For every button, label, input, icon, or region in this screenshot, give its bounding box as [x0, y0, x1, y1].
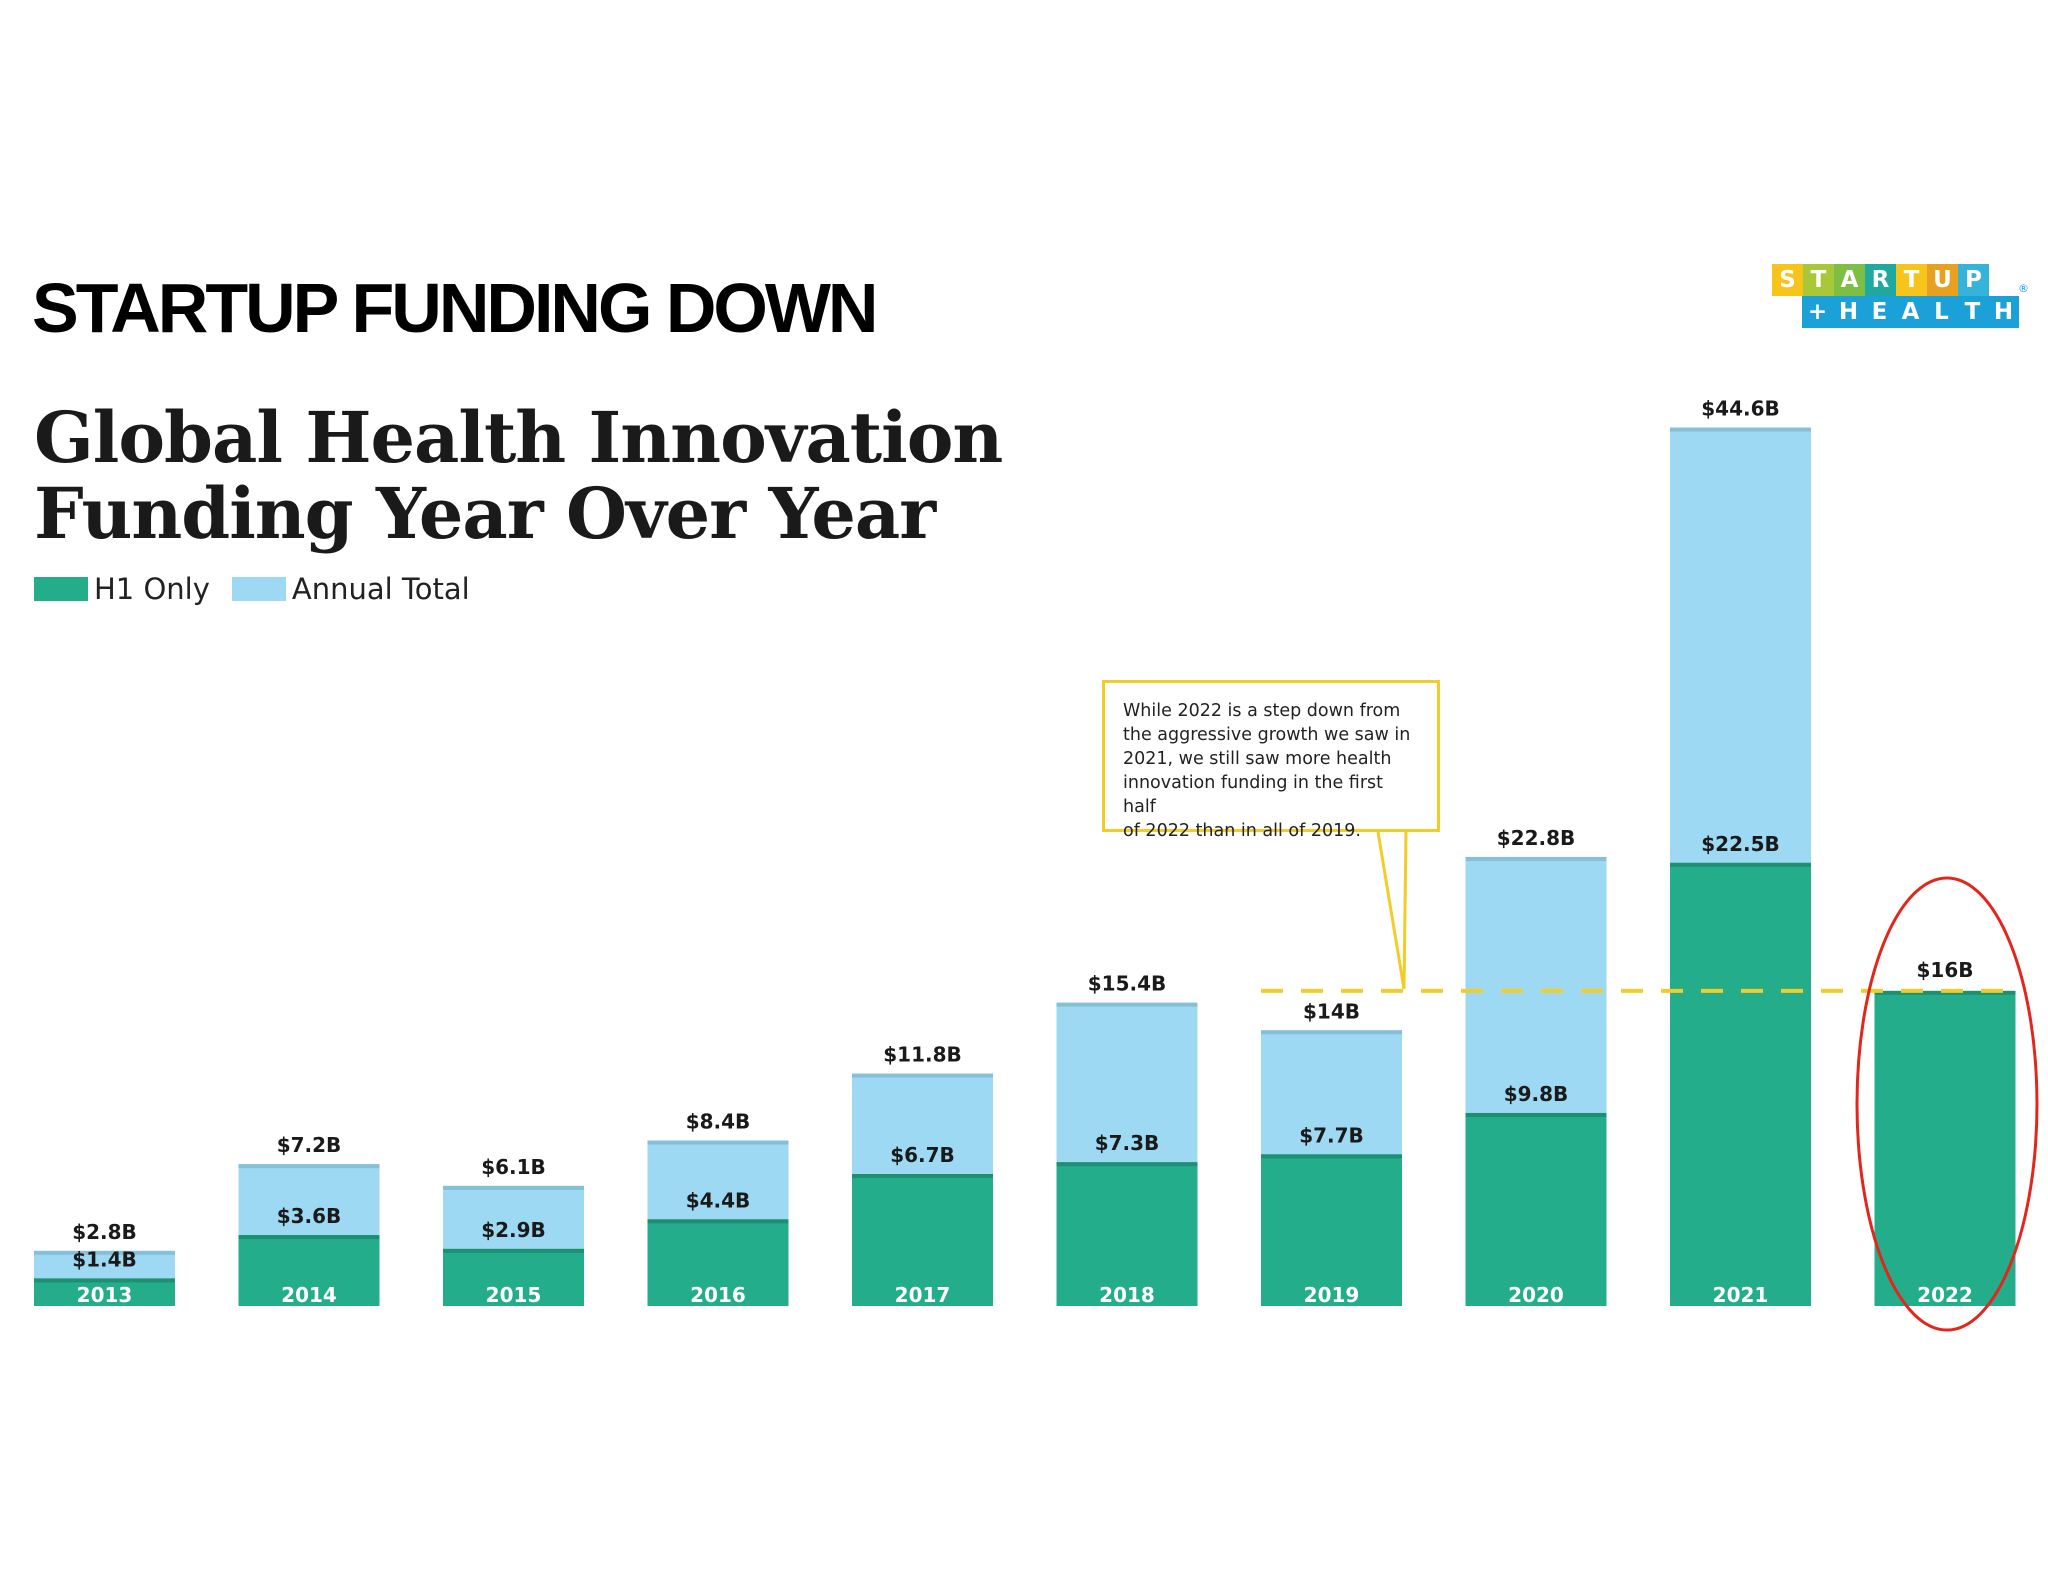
- label-h1-2019: $7.7B: [1299, 1123, 1364, 1147]
- logo-letter-0: S: [1772, 264, 1803, 296]
- logo-letter-1: T: [1803, 264, 1834, 296]
- logo-letter-health-1: H: [1833, 296, 1864, 328]
- label-h1-2015: $2.9B: [481, 1218, 546, 1242]
- logo-letter-2: A: [1834, 264, 1865, 296]
- label-h1-2022: $16B: [1917, 958, 1974, 982]
- label-h1-2018: $7.3B: [1095, 1131, 1160, 1155]
- annotation-line-1: While 2022 is a step down from: [1123, 701, 1401, 721]
- logo-letter-health-5: T: [1957, 296, 1988, 328]
- label-h1-2013: $1.4B: [72, 1247, 137, 1271]
- bar-annual-top-2018: [1056, 1002, 1198, 1007]
- tick-label-2019: 2019: [1304, 1283, 1360, 1307]
- annotation-callout: While 2022 is a step down from the aggre…: [1102, 680, 1440, 841]
- tick-label-2014: 2014: [281, 1283, 337, 1307]
- headline: STARTUP FUNDING DOWN: [32, 269, 878, 347]
- bar-h1-top-2013: [34, 1278, 175, 1283]
- tick-label-2013: 2013: [77, 1283, 133, 1307]
- label-annual-2013: $2.8B: [72, 1220, 137, 1244]
- registered-mark: ®: [2018, 282, 2029, 295]
- bar-h1-2015: [443, 1248, 584, 1306]
- tick-label-2018: 2018: [1099, 1283, 1155, 1307]
- bar-h1-2013: [34, 1278, 175, 1306]
- bar-h1-top-2020: [1465, 1112, 1607, 1117]
- highlight-circle-2022: [1855, 876, 2039, 1332]
- logo-letter-3: R: [1865, 264, 1896, 296]
- bar-h1-top-2019: [1261, 1154, 1402, 1159]
- label-annual-2021: $44.6B: [1701, 397, 1780, 421]
- label-annual-2020: $22.8B: [1497, 826, 1576, 850]
- tick-label-2017: 2017: [895, 1283, 951, 1307]
- logo-letter-health-0: +: [1802, 296, 1833, 328]
- bar-annual-top-2017: [852, 1073, 993, 1078]
- annotation-line-3: 2021, we still saw more health: [1123, 749, 1392, 769]
- legend-swatch-h1: [34, 577, 88, 601]
- legend-item-h1: H1 Only: [34, 572, 210, 606]
- bar-h1-top-2018: [1056, 1162, 1198, 1167]
- bar-annual-top-2019: [1261, 1030, 1402, 1035]
- logo-letter-4: T: [1896, 264, 1927, 296]
- legend-label-annual: Annual Total: [291, 572, 470, 606]
- legend-swatch-annual: [231, 577, 286, 601]
- bar-annual-top-2016: [647, 1140, 789, 1145]
- tick-label-2022: 2022: [1917, 1283, 1973, 1307]
- logo-letter-health-4: L: [1926, 296, 1957, 328]
- chart-title-line-1: Global Health Innovation: [34, 396, 1003, 479]
- label-annual-2014: $7.2B: [277, 1133, 342, 1157]
- label-h1-2020: $9.8B: [1504, 1082, 1569, 1106]
- annotation-line-5: of 2022 than in all of 2019.: [1123, 821, 1361, 841]
- bar-h1-2018: [1056, 1162, 1198, 1306]
- bar-h1-top-2021: [1670, 862, 1811, 867]
- label-h1-2021: $22.5B: [1701, 832, 1780, 856]
- bar-h1-2021: [1670, 862, 1811, 1306]
- bar-annual-top-2013: [34, 1250, 175, 1255]
- bar-h1-top-2014: [238, 1235, 380, 1240]
- bar-annual-top-2015: [443, 1185, 584, 1190]
- bar-h1-2016: [647, 1219, 789, 1306]
- annotation-line-4: innovation funding in the first half: [1123, 773, 1383, 817]
- label-annual-2017: $11.8B: [883, 1043, 962, 1067]
- tick-label-2015: 2015: [486, 1283, 542, 1307]
- logo-letter-5: U: [1927, 264, 1958, 296]
- chart-title: Global Health Innovation Funding Year Ov…: [34, 396, 1003, 555]
- logo-letter-health-2: E: [1864, 296, 1895, 328]
- bar-h1-2020: [1465, 1112, 1607, 1306]
- logo-letter-health-6: H: [1988, 296, 2019, 328]
- logo-letter-6: P: [1958, 264, 1989, 296]
- label-annual-2019: $14B: [1303, 999, 1360, 1023]
- legend-label-h1: H1 Only: [94, 572, 210, 606]
- bar-h1-2017: [852, 1174, 993, 1306]
- bar-h1-2022: [1874, 990, 2016, 1306]
- label-annual-2015: $6.1B: [481, 1155, 546, 1179]
- logo-row-health: + H E A L T H: [1802, 296, 2019, 328]
- bar-annual-top-2014: [238, 1164, 380, 1169]
- tick-label-2020: 2020: [1508, 1283, 1564, 1307]
- label-h1-2016: $4.4B: [686, 1188, 751, 1212]
- tick-label-2016: 2016: [690, 1283, 746, 1307]
- tick-label-2021: 2021: [1713, 1283, 1769, 1307]
- bar-annual-top-2021: [1670, 427, 1811, 432]
- bar-h1-2019: [1261, 1154, 1402, 1306]
- annotation-line-2: the aggressive growth we saw in: [1123, 725, 1411, 745]
- bar-h1-top-2017: [852, 1174, 993, 1179]
- chart-title-line-2: Funding Year Over Year: [34, 472, 936, 555]
- bar-h1-top-2016: [647, 1219, 789, 1224]
- bar-annual-top-2020: [1465, 856, 1607, 861]
- label-h1-2017: $6.7B: [890, 1143, 955, 1167]
- label-h1-2014: $3.6B: [277, 1204, 342, 1228]
- label-annual-2016: $8.4B: [686, 1110, 751, 1134]
- label-annual-2018: $15.4B: [1088, 972, 1167, 996]
- legend-item-annual: Annual Total: [231, 572, 470, 606]
- annotation-pointer: [1376, 831, 1408, 990]
- legend: H1 Only Annual Total: [34, 572, 492, 606]
- bar-h1-top-2015: [443, 1248, 584, 1253]
- bar-h1-2014: [238, 1235, 380, 1306]
- logo-letter-health-3: A: [1895, 296, 1926, 328]
